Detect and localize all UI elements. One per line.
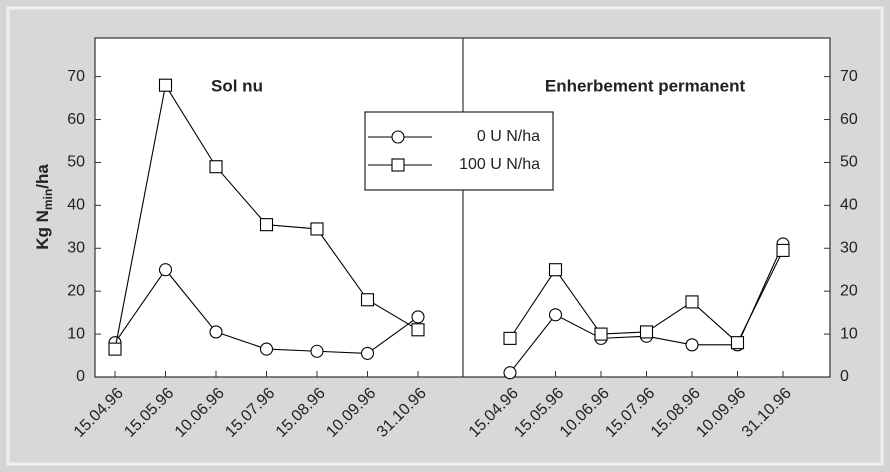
panel-title: Sol nu [211,76,263,95]
y-tick-label: 60 [840,111,858,128]
y-label-main: Kg N [33,210,52,250]
y-tick-label: 60 [67,111,85,128]
marker [548,263,563,277]
y-tick-label: 30 [67,239,85,256]
y-tick-label: 0 [76,368,85,385]
y-tick-label: 70 [67,68,85,85]
y-axis-label: Kg Nmin/ha [33,164,55,250]
marker [730,336,745,350]
marker [503,366,517,380]
marker [259,342,274,356]
y-tick-label: 0 [840,368,849,385]
marker [259,218,274,232]
legend-box [364,111,554,191]
y-tick-label: 20 [67,282,85,299]
marker [503,331,517,345]
marker [209,160,223,174]
marker [391,158,405,172]
marker [594,327,608,341]
marker [360,293,375,307]
y-tick-label: 50 [67,154,85,171]
y-tick-label: 10 [67,325,85,342]
legend-label: 0 U N/ha [477,128,540,145]
y-tick-label: 40 [840,197,858,214]
marker [411,310,425,324]
marker [108,342,122,356]
y-label-unit: /ha [33,164,52,189]
marker [158,78,173,92]
y-tick-label: 50 [840,154,858,171]
marker [776,243,790,257]
marker [639,325,654,339]
marker [411,323,425,337]
marker [391,130,405,144]
marker [548,308,563,322]
y-tick-label: 70 [840,68,858,85]
legend-label: 100 U N/ha [459,156,540,173]
y-tick-label: 10 [840,325,858,342]
y-tick-label: 20 [840,282,858,299]
marker [685,295,699,309]
marker [158,263,173,277]
marker [310,344,324,358]
marker [360,346,375,360]
marker [310,222,324,236]
y-tick-label: 40 [67,197,85,214]
y-label-sub: min [41,189,55,210]
y-tick-label: 30 [840,239,858,256]
panel-title: Enherbement permanent [545,76,746,95]
marker [685,338,699,352]
marker [209,325,223,339]
